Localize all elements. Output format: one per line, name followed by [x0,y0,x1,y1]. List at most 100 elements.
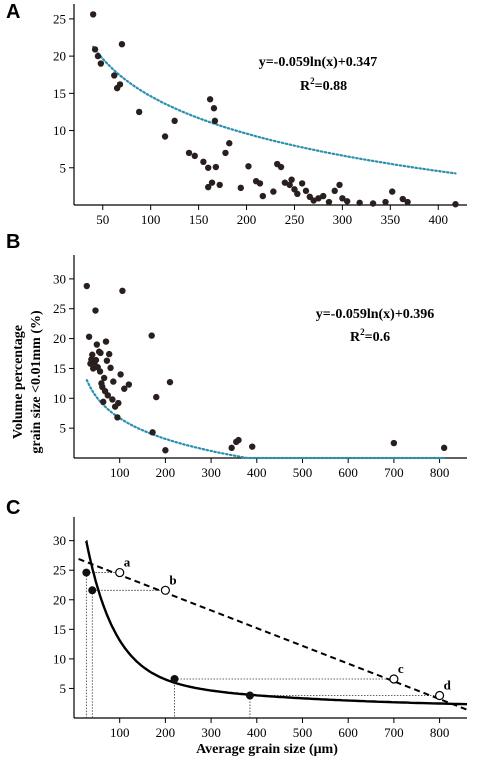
panel-c-ticks: 100 200 300 400 500 600 700 800 5 10 15 20 25 30 [53,533,449,740]
panel-a-y-tick-label: 15 [53,86,66,101]
panel-b-data-point [235,436,242,444]
panel-b-data-point [119,287,126,295]
panel-a-data-point [343,198,351,205]
panel-a-data-point [288,176,295,183]
panel-a-data-point [212,163,220,171]
panel-b-data-point [121,385,128,392]
panel-b-data-point [110,378,117,385]
panel-a-y-tick-label: 10 [53,123,66,138]
panel-a-data-point [452,201,459,208]
panel-b-data-point [153,393,160,401]
panel-a-data-point [281,179,289,186]
panel-a-fit-line [92,45,457,175]
panel-c-point-label: b [169,572,176,587]
panel-a-data-point [286,181,293,189]
panel-a-data-point [91,46,99,53]
panel-b-ylabel-line2: grain size <0.01mm (%) [29,310,44,454]
panel-a-x-tick-label: 100 [141,212,161,227]
panel-b-data-point [228,444,235,452]
panel-c-dashed-line [78,558,468,711]
panel-c-point-label: d [444,678,452,693]
panel-a-data-point [320,192,327,200]
panel-a-data-point [135,108,143,116]
panel-a-data-point [216,181,223,189]
panel-a-data-point [161,133,169,140]
panel-a-data-point [382,198,389,206]
panel-c-y-tick-label: 20 [53,592,66,607]
panel-b-r2: R2=0.6 [350,327,390,345]
panel-a-axes [73,4,467,206]
panel-b-points [83,282,448,454]
panel-b-data-point [162,447,169,454]
panel-b-x-tick-label: 700 [384,465,404,480]
panel-a-equation: y=-0.059ln(x)+0.347 [259,55,378,70]
panel-a-data-point [204,183,212,191]
panel-c-x-tick-label: 500 [293,725,313,740]
panel-c-y-tick-label: 25 [53,563,66,578]
panel-letter-c: C [6,497,20,519]
panel-b-x-tick-label: 500 [293,465,313,480]
panel-c-x-tick-label: 800 [430,725,450,740]
panel-b-x-tick-label: 200 [156,465,176,480]
panel-c-x-tick-label: 600 [338,725,358,740]
panel-b-data-point [125,381,133,388]
panel-c-open-point [434,690,445,701]
panel-b-fit-curve [85,379,446,460]
panel-a-data-point [237,184,244,192]
panel-a-data-point [185,149,193,157]
panel-a-data-point [298,180,306,187]
panel-c-curve [85,540,468,706]
panel-b-x-tick-label: 300 [201,465,221,480]
panel-b-data-point [114,414,121,421]
panel-a-data-point [336,181,343,189]
panel-a-x-tick-label: 300 [333,212,353,227]
panel-a-data-point [245,163,252,170]
panel-b-data-point [83,282,90,290]
panel-letter-b: B [6,231,20,253]
panel-c-points: a b c d [82,555,452,701]
panel-b-fit-line [85,379,446,460]
panel-c-y-tick-label: 30 [53,533,66,548]
panel-a-data-point [89,11,97,18]
panel-c-point-label: c [398,661,404,676]
panel-c-xlabel: Average grain size (μm) [196,742,338,757]
panel-a-data-point [256,180,264,187]
panel-a-fit-curve [92,45,457,175]
panel-c-filled-point [82,568,91,577]
panel-a-data-point [404,198,411,206]
panel-a-data-point [208,179,216,186]
panel-b-y-tick-label: 20 [53,331,66,346]
panel-a-x-tick-label: 250 [285,212,305,227]
panel-a-data-point [94,52,102,60]
panel-c-filled-point [170,674,179,683]
panel-c-filled-point [88,586,97,595]
panel-c-x-tick-label: 200 [156,725,176,740]
panel-a-r2-value: =0.88 [315,79,347,94]
panel-b-x-tick-label: 400 [247,465,267,480]
panel-b-data-point [166,378,174,386]
panel-c-y-tick-label: 10 [53,651,66,666]
panel-b-x-tick-label: 100 [110,465,130,480]
panel-a-data-point [118,41,126,48]
panel-a-y-tick-label: 25 [53,11,66,26]
panel-c-dashed-trend [78,558,468,711]
panel-c-x-tick-label: 300 [201,725,221,740]
panel-b-data-point [89,351,96,358]
panel-a-ticks: 50 100 150 200 250 300 350 400 5 10 15 20 25 [53,11,448,227]
panel-a-x-tick-label: 200 [237,212,257,227]
panel-a-data-point [222,149,229,157]
panel-b-ticks: 100 200 300 400 500 600 700 800 5 10 15 20 25 30 [53,271,449,480]
panel-a-points [89,11,459,208]
panel-a-x-tick-label: 350 [381,212,401,227]
panel-a-data-point [369,200,377,207]
panel-a-data-point [294,190,301,198]
panel-a-y-tick-label: 5 [60,160,67,175]
panel-a-data-point [259,192,267,200]
panel-a-data-point [339,195,346,202]
panel-b-data-point [149,429,156,436]
panel-a-data-point [270,188,277,195]
panel-a-data-point [200,158,207,166]
panel-a-data-point [356,199,363,206]
panel-a-data-point [389,188,396,195]
